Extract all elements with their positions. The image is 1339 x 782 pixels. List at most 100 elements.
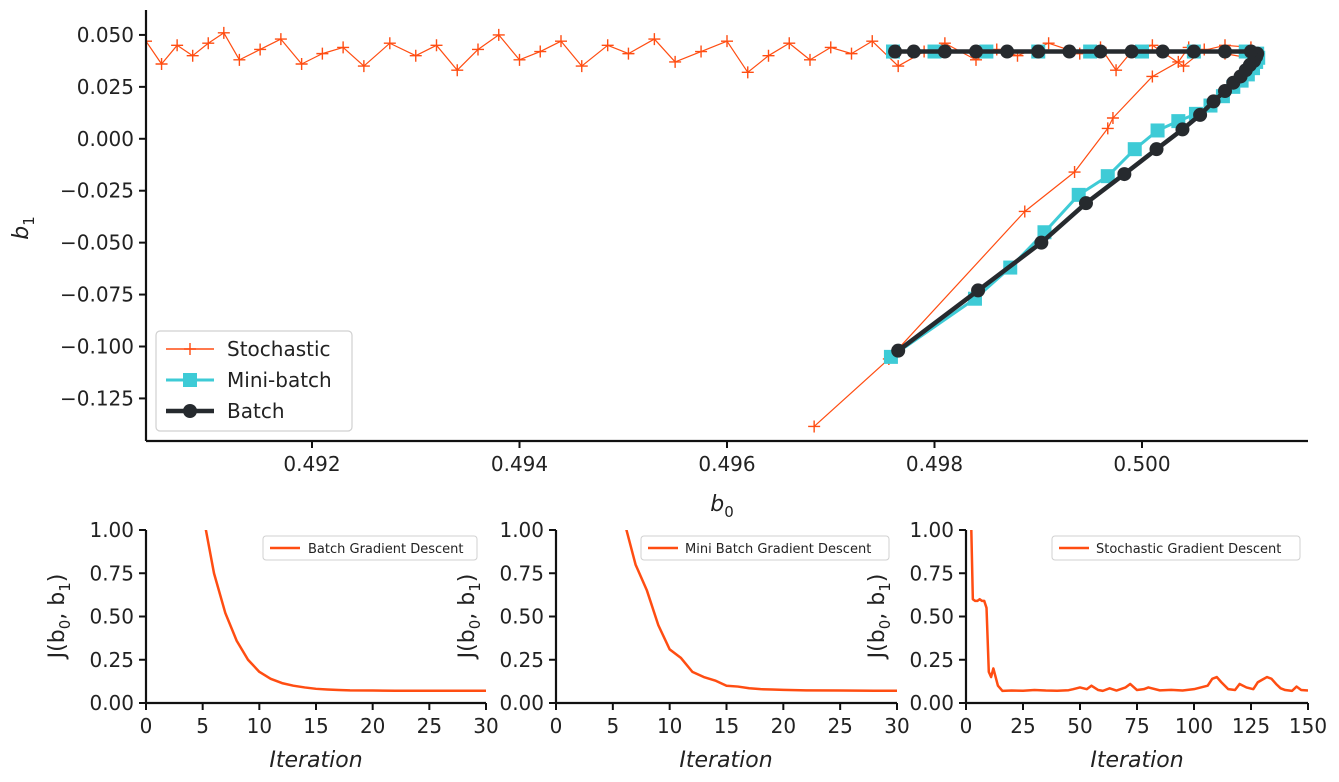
- main-y-tick-label: 0.025: [77, 75, 134, 99]
- p1-x-tick-label: 20: [360, 714, 385, 738]
- p1-x-axis-label: Iteration: [269, 748, 362, 773]
- point-stochastic: [1106, 112, 1119, 125]
- main-y-ticks: 0.050 0.025 0.000 −0.025 −0.050 −0.075 −0.100 −…: [60, 23, 146, 410]
- p3-y-tick-label: 0.50: [909, 605, 954, 629]
- p2-y-tick-label: 1.00: [499, 518, 544, 542]
- point-stochastic: [274, 33, 287, 46]
- p2-legend: Mini Batch Gradient Descent: [640, 535, 890, 561]
- point-stochastic: [357, 60, 370, 73]
- series-line-minibatch: [890, 50, 1260, 359]
- p3-y-tick-label: 1.00: [909, 518, 954, 542]
- point-batch: [1243, 44, 1258, 59]
- main-y-tick-label: −0.050: [60, 231, 134, 255]
- point-stochastic: [622, 47, 635, 60]
- main-y-tick-label: −0.125: [60, 386, 134, 410]
- p3-y-ticks: 0.00 0.25 0.50 0.75 1.00: [909, 518, 966, 715]
- p3-x-tick-label: 50: [1067, 714, 1092, 738]
- p1-cost-line: [204, 530, 486, 692]
- point-batch: [1155, 44, 1170, 59]
- point-batch: [971, 283, 986, 298]
- point-stochastic: [451, 64, 464, 77]
- point-batch: [1218, 44, 1232, 59]
- point-stochastic: [866, 35, 879, 48]
- trajectory-plot: 0.492 0.494 0.496 0.498 0.500 0.050 0.025 0.00…: [9, 10, 1308, 521]
- p3-legend-box: [1051, 535, 1301, 561]
- point-batch: [1149, 142, 1164, 157]
- legend-label-minibatch: Mini-batch: [227, 368, 332, 392]
- point-batch: [1093, 44, 1108, 59]
- p1-y-ticks: 0.00 0.25 0.50 0.75 1.00: [89, 518, 146, 715]
- main-x-axis-label: b0: [710, 492, 734, 521]
- p1-y-tick-label: 0.50: [89, 605, 134, 629]
- p3-x-tick-label: 75: [1124, 714, 1149, 738]
- point-minibatch: [1100, 169, 1115, 184]
- point-stochastic: [430, 39, 443, 52]
- p2-x-axis-label: Iteration: [679, 748, 772, 773]
- p2-y-tick-label: 0.00: [499, 691, 544, 715]
- point-batch: [1000, 44, 1015, 59]
- legend-marker-batch: [183, 404, 197, 418]
- point-stochastic: [892, 60, 905, 73]
- point-batch: [1206, 94, 1221, 109]
- point-stochastic: [492, 28, 505, 41]
- p2-x-tick-label: 5: [606, 714, 619, 738]
- p3-x-tick-label: 0: [960, 714, 973, 738]
- point-stochastic: [1146, 70, 1159, 83]
- point-stochastic: [1042, 37, 1055, 50]
- point-batch: [969, 44, 983, 59]
- p2-y-tick-label: 0.50: [499, 605, 544, 629]
- p2-x-tick-label: 30: [884, 714, 909, 738]
- p1-y-tick-label: 1.00: [89, 518, 134, 542]
- main-x-tick-label: 0.496: [698, 452, 755, 476]
- p2-legend-box: [640, 535, 890, 561]
- cost-curve-minibatch: [625, 530, 897, 692]
- point-stochastic: [295, 58, 308, 71]
- main-legend: Stochastic Mini-batch Batch: [155, 330, 353, 432]
- p3-x-tick-label: 100: [1175, 714, 1213, 738]
- p1-x-tick-label: 10: [247, 714, 272, 738]
- p2-y-ticks: 0.00 0.25 0.50 0.75 1.00: [499, 518, 556, 715]
- main-legend-box: [155, 330, 353, 432]
- point-stochastic: [783, 37, 796, 50]
- point-stochastic: [669, 55, 682, 68]
- p3-x-tick-label: 25: [1010, 714, 1035, 738]
- p2-x-tick-label: 15: [714, 714, 739, 738]
- main-y-tick-label: 0.000: [77, 127, 134, 151]
- p3-y-axis-label: J(b0, b1): [865, 574, 894, 661]
- p1-x-tick-label: 15: [303, 714, 328, 738]
- p1-legend-label: Batch Gradient Descent: [308, 542, 463, 557]
- point-stochastic: [1068, 166, 1081, 179]
- p1-x-tick-label: 25: [417, 714, 442, 738]
- point-batch: [1078, 196, 1093, 211]
- point-stochastic: [824, 41, 837, 54]
- point-batch: [1193, 107, 1208, 122]
- point-stochastic: [254, 43, 267, 56]
- cost-plot-batch: 0 5 10 15 20 25 30 0.00 0.25 0.50 0.75 1.00 Iterat…: [45, 518, 499, 773]
- point-stochastic: [124, 46, 136, 58]
- point-stochastic: [383, 37, 396, 50]
- p2-x-ticks: 0 5 10 15 20 25 30: [550, 703, 910, 738]
- p2-cost-line: [625, 530, 897, 692]
- point-stochastic: [1101, 122, 1114, 135]
- cost-plot-minibatch: 0 5 10 15 20 25 30 0.00 0.25 0.50 0.75 1.00 Iterat…: [455, 518, 910, 773]
- legend-marker-stochastic: [184, 343, 196, 355]
- main-x-tick-label: 0.500: [1113, 452, 1170, 476]
- main-x-tick-label: 0.494: [491, 452, 548, 476]
- point-stochastic: [808, 420, 821, 433]
- point-stochastic: [109, 54, 121, 66]
- point-stochastic: [217, 26, 230, 39]
- point-stochastic: [1177, 60, 1190, 73]
- point-stochastic: [721, 35, 733, 48]
- p1-y-tick-label: 0.25: [89, 648, 134, 672]
- p2-y-axis-label: J(b0, b1): [455, 574, 484, 661]
- trajectory-marks: [109, 26, 1266, 433]
- point-batch: [1186, 44, 1201, 59]
- point-batch: [937, 44, 952, 59]
- point-stochastic: [741, 66, 754, 79]
- p2-y-tick-label: 0.25: [499, 648, 544, 672]
- main-y-axis-label: b1: [9, 216, 38, 240]
- point-batch: [1175, 122, 1190, 137]
- point-stochastic: [601, 39, 614, 52]
- p1-y-axis-label: J(b0, b1): [45, 574, 74, 661]
- point-batch: [1034, 235, 1049, 250]
